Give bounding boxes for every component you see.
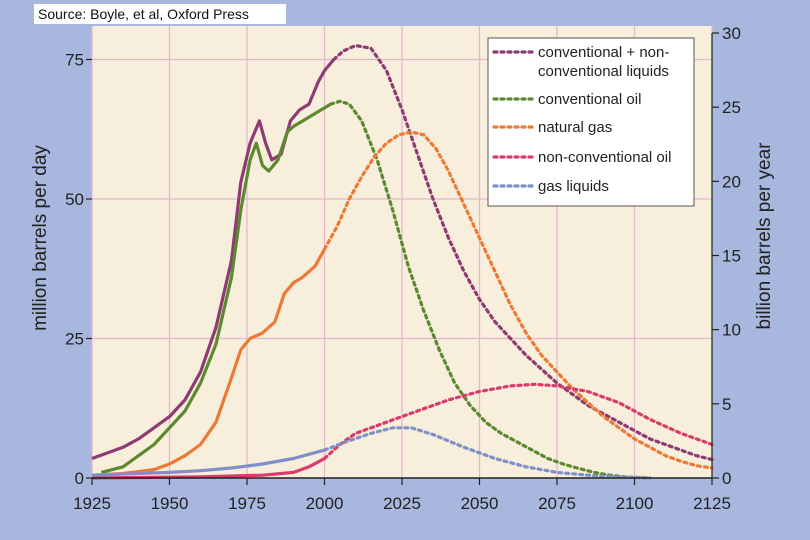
x-tick-label-1950: 1950 <box>151 494 189 513</box>
x-tick-label-2125: 2125 <box>693 494 731 513</box>
y2-tick-label-25: 25 <box>722 98 741 117</box>
y-tick-label-50: 50 <box>65 190 84 209</box>
y2-tick-label-5: 5 <box>722 395 731 414</box>
y-tick-label-25: 25 <box>65 329 84 348</box>
series-line-conventional-oil-projected <box>329 99 652 480</box>
y2-axis-ticks: 0 5 10 15 20 25 30 <box>712 24 741 488</box>
legend-box <box>487 37 695 207</box>
series-line-non-conventional-oil-projected <box>322 382 714 461</box>
legend-label-non-conventional-oil: non-conventional oil <box>538 149 671 166</box>
legend-label-conventional-non-conventional-liquids: conventional + non- <box>538 44 669 61</box>
source-note: Source: Boyle, et al, Oxford Press <box>38 6 249 22</box>
y2-tick-label-20: 20 <box>722 172 741 191</box>
series-line-conventional-oil-historical <box>100 102 332 474</box>
x-tick-label-1925: 1925 <box>73 494 111 513</box>
legend-label-conventional-oil: conventional oil <box>538 91 641 108</box>
y2-tick-label-15: 15 <box>722 247 741 266</box>
series-line-conventional-non-conventional-liquids-projected <box>332 43 714 462</box>
legend-label-gas-liquids: gas liquids <box>538 178 609 195</box>
series-line-conventional-non-conventional-liquids-historical <box>91 58 336 461</box>
y-tick-label-0: 0 <box>75 469 84 488</box>
y-axis-title: million barrels per day <box>30 145 51 331</box>
y2-tick-label-0: 0 <box>722 469 731 488</box>
legend-label-natural-gas: natural gas <box>538 119 612 136</box>
x-tick-label-2000: 2000 <box>306 494 344 513</box>
x-axis-ticks: 1925 1950 1975 2000 2025 2050 2075 2100 2125 <box>73 478 731 513</box>
y-tick-label-75: 75 <box>65 50 84 69</box>
series-layer <box>91 43 714 480</box>
legend: conventional + non-conventional liquids c… <box>487 37 695 207</box>
x-tick-label-2075: 2075 <box>538 494 576 513</box>
x-tick-label-2100: 2100 <box>616 494 654 513</box>
legend-label-conventional-non-conventional-liquids-line2: conventional liquids <box>538 63 669 80</box>
source-background <box>34 4 286 24</box>
y-axis-ticks: 0 25 50 75 <box>65 50 92 488</box>
x-tick-label-2050: 2050 <box>461 494 499 513</box>
y2-axis-title: billion barrels per year <box>754 142 775 330</box>
y2-tick-label-10: 10 <box>722 321 741 340</box>
series-line-non-conventional-oil-historical <box>91 457 326 480</box>
series-line-gas-liquids-projected <box>322 426 652 480</box>
x-tick-label-2025: 2025 <box>383 494 421 513</box>
series-line-natural-gas-projected <box>322 130 714 470</box>
x-tick-label-1975: 1975 <box>228 494 266 513</box>
series-line-natural-gas-historical <box>91 248 326 477</box>
grid-lines <box>91 26 713 479</box>
y2-tick-label-30: 30 <box>722 24 741 43</box>
series-line-gas-liquids-historical <box>91 448 325 477</box>
